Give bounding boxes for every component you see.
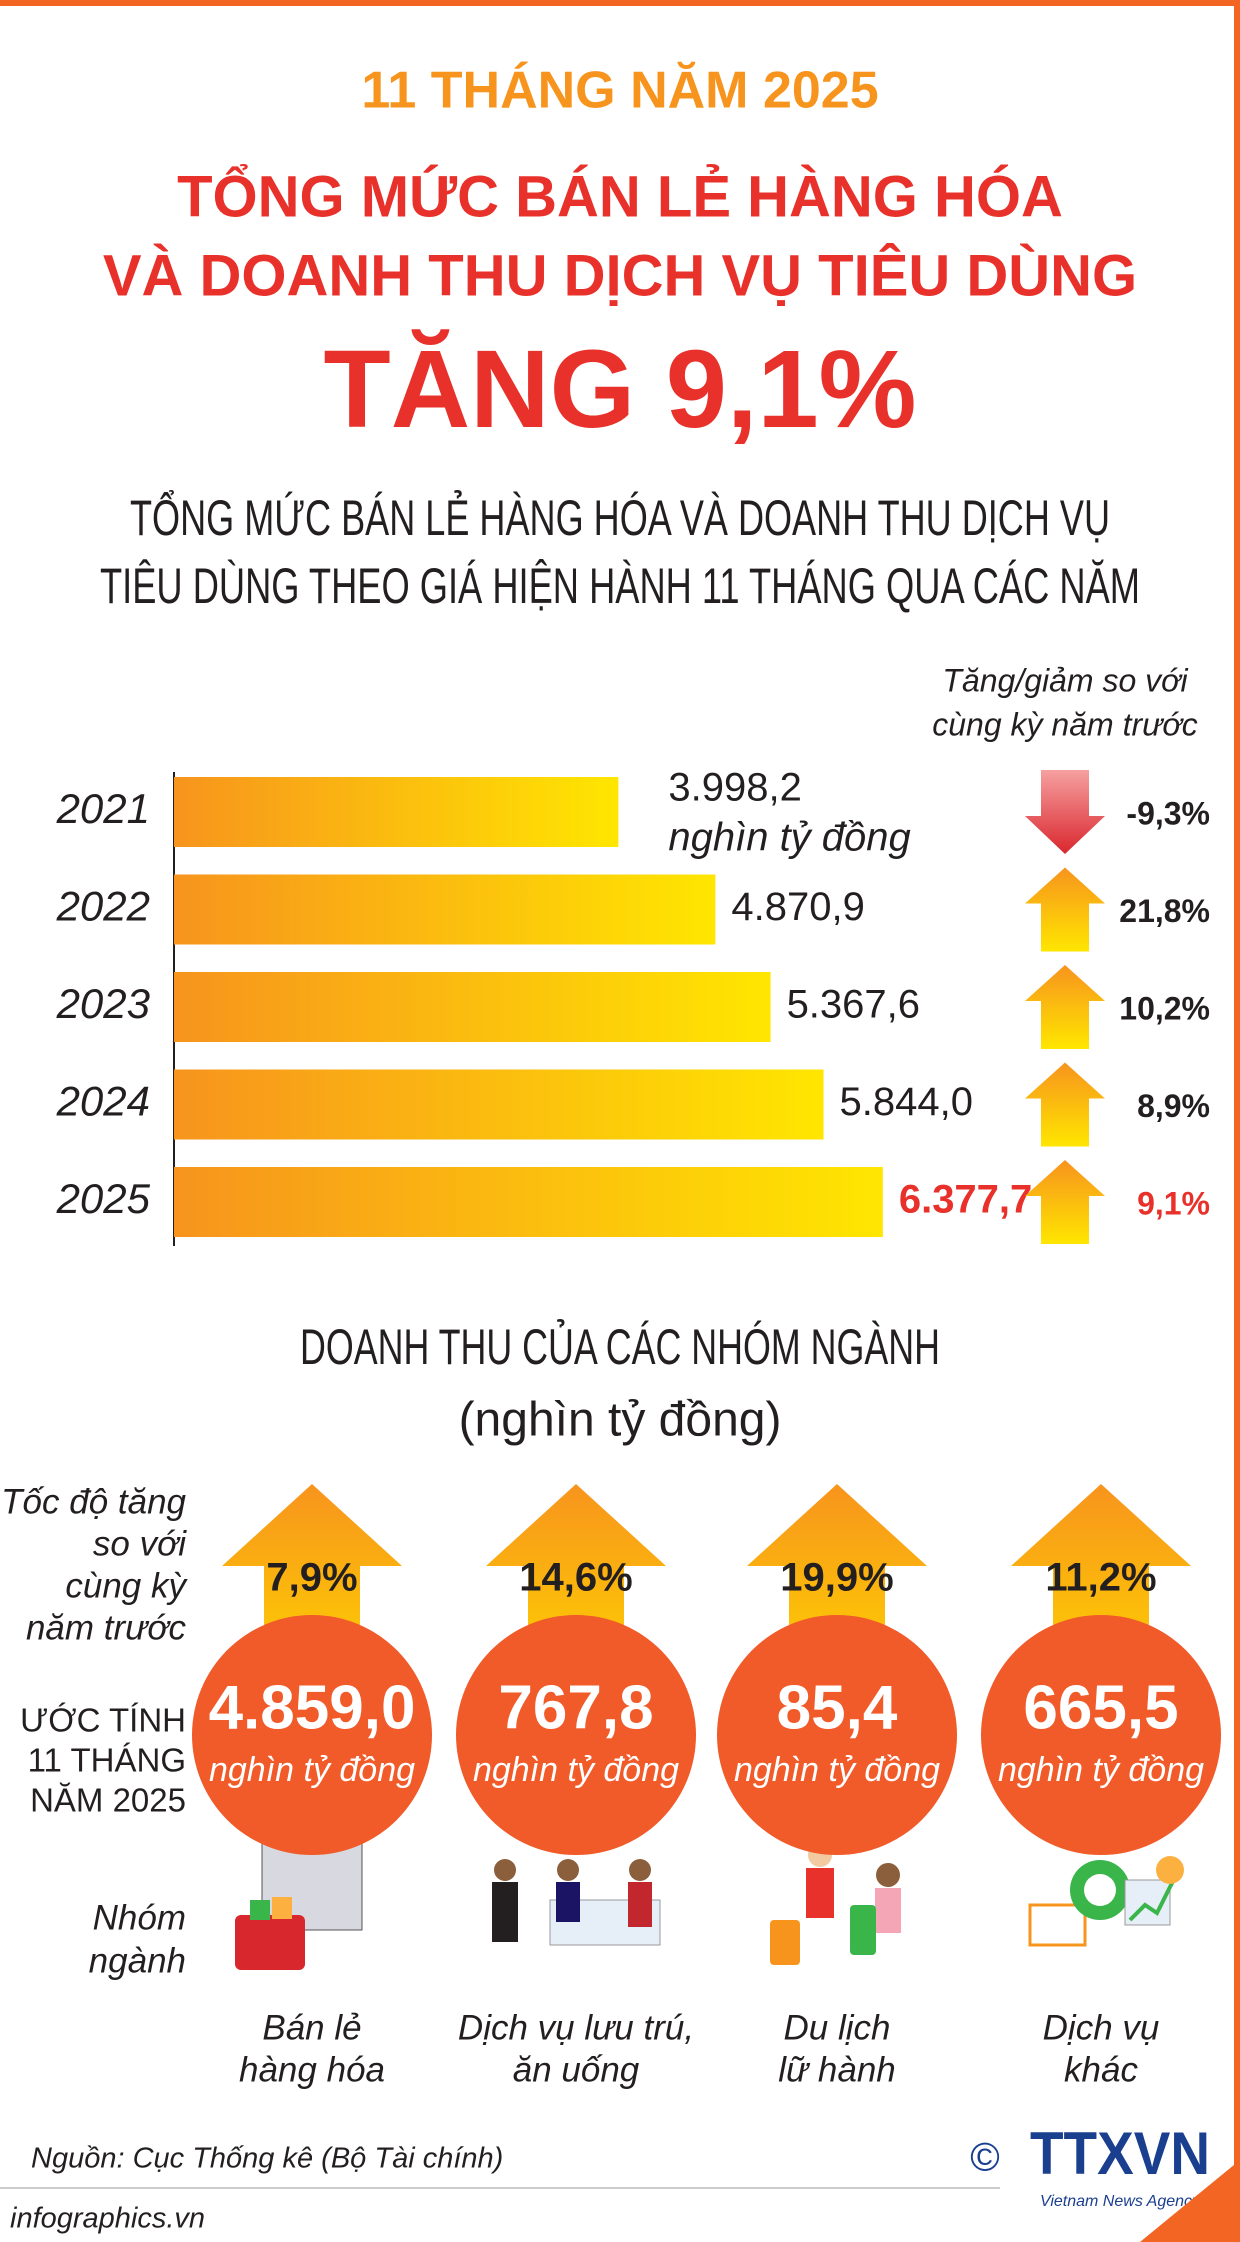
value-label: 6.377,7	[899, 1178, 1032, 1222]
group-name: Du lịch	[784, 2008, 891, 2047]
y-tick-label: 2024	[56, 1078, 150, 1125]
change-label: 8,9%	[1137, 1088, 1210, 1124]
group-name: Dịch vụ lưu trú,	[458, 2008, 694, 2047]
section-title: DOANH THU CỦA CÁC NHÓM NGÀNH	[300, 1318, 940, 1375]
group-name: Dịch vụ	[1043, 2008, 1160, 2047]
chart-title-line: TIÊU DÙNG THEO GIÁ HIỆN HÀNH 11 THÁNG QU…	[100, 558, 1140, 614]
source: Nguồn: Cục Thống kê (Bộ Tài chính)	[31, 2143, 503, 2175]
group-value: 767,8	[498, 1673, 653, 1742]
y-tick-label: 2022	[56, 883, 150, 930]
agency: Vietnam News Agency	[1040, 2193, 1201, 2210]
y-tick-label: 2023	[56, 980, 150, 1027]
value-label: 5.367,6	[787, 983, 920, 1027]
y-tick-label: 2021	[56, 785, 150, 832]
group-unit: nghìn tỷ đồng	[473, 1751, 679, 1789]
group-unit: nghìn tỷ đồng	[209, 1751, 415, 1789]
group-value: 4.859,0	[209, 1673, 416, 1742]
title-line: TỔNG MỨC BÁN LẺ HÀNG HÓA	[177, 164, 1063, 229]
bar	[174, 1167, 883, 1237]
row-label: 11 THÁNG	[28, 1742, 186, 1779]
growth-label: 19,9%	[780, 1556, 893, 1600]
row-label: ngành	[89, 1941, 186, 1980]
group-unit: nghìn tỷ đồng	[734, 1751, 940, 1789]
bar	[174, 1069, 824, 1140]
bar	[174, 874, 716, 945]
row-label: so với	[93, 1524, 187, 1563]
value-circle	[981, 1615, 1221, 1855]
change-arrow	[1025, 965, 1105, 1049]
change-label: 21,8%	[1119, 893, 1210, 929]
value-label: 5.844,0	[840, 1080, 973, 1124]
value-label: 3.998,2	[668, 766, 801, 810]
unit-label: nghìn tỷ đồng	[668, 816, 910, 860]
group-value: 85,4	[777, 1673, 898, 1742]
row-label: Tốc độ tăng	[1, 1482, 186, 1521]
top-stripe	[0, 0, 1240, 6]
value-circle	[192, 1615, 432, 1855]
icon-other-services	[1028, 1856, 1184, 1947]
value-circle	[456, 1615, 696, 1855]
change-arrow	[1025, 1062, 1105, 1147]
period: 11 THÁNG NĂM 2025	[361, 62, 878, 120]
growth-label: 11,2%	[1045, 1556, 1156, 1600]
change-title: Tăng/giảm so với	[942, 662, 1188, 698]
icon-hospitality	[492, 1859, 661, 1946]
title-line: VÀ DOANH THU DỊCH VỤ TIÊU DÙNG	[103, 243, 1137, 308]
group-name: ăn uống	[513, 2050, 640, 2089]
change-arrow	[1025, 770, 1105, 854]
growth-label: 14,6%	[519, 1556, 632, 1600]
bar	[174, 777, 619, 847]
group-value: 665,5	[1023, 1673, 1178, 1742]
bar	[174, 972, 771, 1042]
row-label: cùng kỳ	[65, 1566, 188, 1605]
logo: TTXVN	[1030, 2120, 1210, 2187]
row-label: Nhóm	[93, 1898, 186, 1937]
row-label: năm trước	[26, 1608, 187, 1647]
value-label: 4.870,9	[731, 885, 864, 929]
group-name: hàng hóa	[239, 2050, 385, 2089]
change-title: cùng kỳ năm trước	[932, 706, 1197, 742]
row-label: ƯỚC TÍNH	[20, 1702, 186, 1739]
section-subtitle: (nghìn tỷ đồng)	[459, 1394, 782, 1447]
icon-travel	[770, 1843, 901, 1965]
value-circle	[717, 1615, 957, 1855]
change-arrow	[1025, 867, 1105, 952]
right-stripe	[1234, 0, 1240, 2242]
growth-label: 7,9%	[266, 1556, 357, 1600]
copyright: ©	[970, 2136, 999, 2180]
group-name: khác	[1064, 2050, 1138, 2089]
headline: TĂNG 9,1%	[324, 328, 917, 451]
change-label: -9,3%	[1126, 795, 1210, 831]
row-label: NĂM 2025	[30, 1782, 186, 1819]
change-label: 9,1%	[1137, 1185, 1210, 1221]
change-arrow	[1025, 1160, 1105, 1244]
group-unit: nghìn tỷ đồng	[998, 1751, 1204, 1789]
group-name: lữ hành	[778, 2050, 896, 2089]
change-label: 10,2%	[1119, 990, 1210, 1026]
group-name: Bán lẻ	[262, 2008, 361, 2047]
corner	[1140, 2160, 1240, 2242]
y-tick-label: 2025	[56, 1175, 151, 1222]
chart-title-line: TỔNG MỨC BÁN LẺ HÀNG HÓA VÀ DOANH THU DỊ…	[130, 489, 1110, 546]
site: infographics.vn	[10, 2203, 205, 2235]
